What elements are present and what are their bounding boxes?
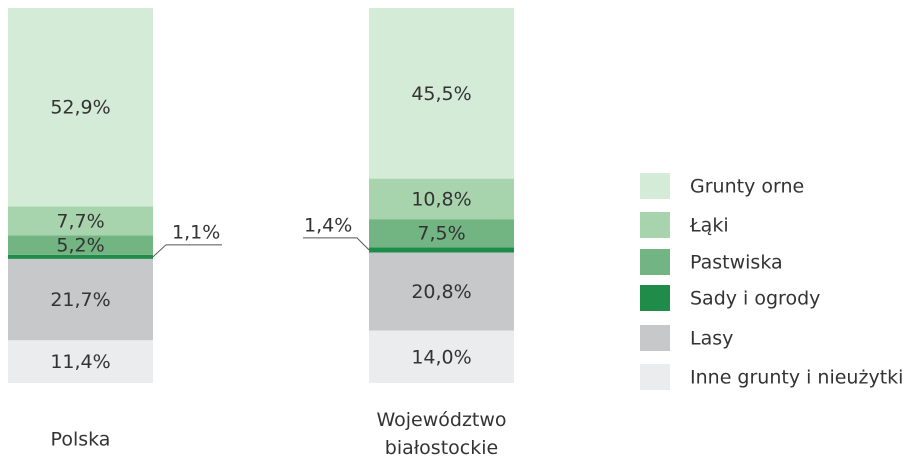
data-label: 10,8%: [411, 188, 471, 210]
bar-segment: [369, 178, 514, 220]
bar-segment: [8, 206, 153, 236]
legend-label: Lasy: [690, 328, 733, 350]
data-label: 11,4%: [50, 351, 110, 373]
data-label: 45,5%: [411, 83, 471, 105]
data-label: 20,8%: [411, 281, 471, 303]
legend-swatch: [640, 285, 670, 311]
bar-segment: [8, 8, 153, 207]
bar-segment: [369, 252, 514, 331]
legend-label: Inne grunty i nieużytki: [690, 367, 903, 389]
legend-swatch: [640, 364, 670, 390]
legend-label: Łąki: [689, 215, 729, 237]
legend-swatch: [640, 249, 670, 275]
data-label: 1,4%: [304, 214, 352, 236]
bar-segment: [8, 254, 153, 259]
data-label: 21,7%: [50, 289, 110, 311]
bar-segment: [369, 247, 514, 253]
category-label: Województwo białostockie: [376, 409, 506, 459]
data-label: 52,9%: [50, 97, 110, 119]
bar-segment: [8, 340, 153, 383]
data-label: 5,2%: [56, 235, 104, 257]
bar-segment: [8, 235, 153, 255]
data-label: 7,7%: [56, 210, 104, 232]
leader-line: [152, 244, 222, 258]
legend-label: Grunty orne: [690, 176, 804, 198]
data-label: 7,5%: [417, 223, 465, 245]
category-label: Polska: [51, 429, 111, 451]
leader-line: [303, 237, 370, 251]
bar-segment: [369, 219, 514, 248]
legend-swatch: [640, 325, 670, 351]
legend-label: Pastwiska: [690, 252, 783, 274]
bar-segment: [369, 330, 514, 383]
legend-swatch: [640, 173, 670, 199]
data-label: 14,0%: [411, 346, 471, 368]
legend-swatch: [640, 212, 670, 238]
bar-segment: [8, 258, 153, 341]
data-label: 1,1%: [172, 221, 220, 243]
bar-segment: [369, 8, 514, 179]
category-label-line: białostockie: [385, 437, 498, 459]
category-label-line: Województwo: [376, 409, 506, 431]
legend-label: Sady i ogrody: [690, 288, 820, 310]
